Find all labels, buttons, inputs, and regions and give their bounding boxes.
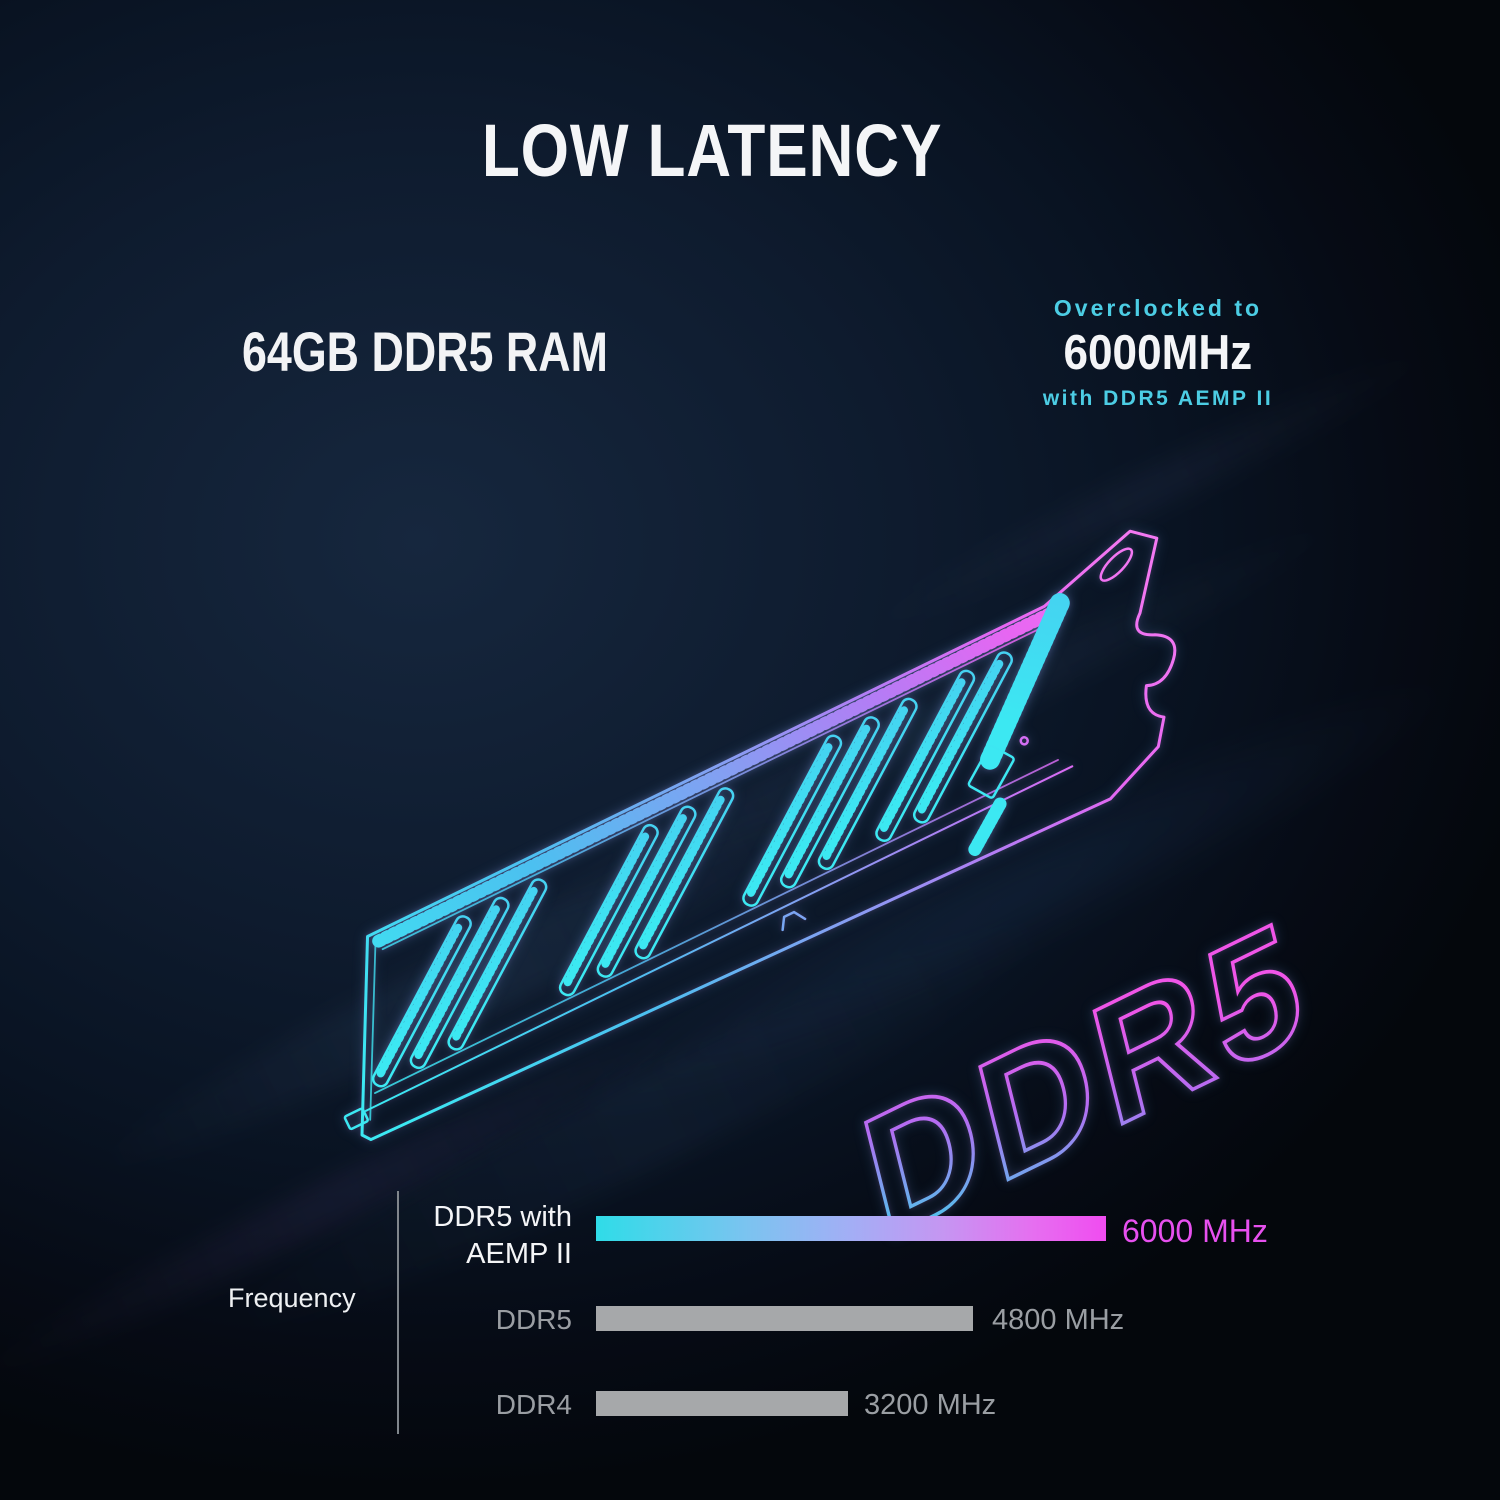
- chart-divider-line: [397, 1191, 399, 1434]
- chart-value-ddr5: 4800 MHz: [992, 1304, 1125, 1336]
- overclock-prefix: Overclocked to: [1053, 295, 1263, 321]
- chart-row-label-ddr5: DDR5: [495, 1304, 572, 1335]
- ram-right-end-details: [967, 547, 1134, 856]
- overclock-block: Overclocked to 6000MHz with DDR5 AEMP II: [958, 295, 1358, 410]
- page-title: LOW LATENCY: [481, 109, 943, 192]
- chart-row-label-ddr5-aemp: DDR5 with AEMP II: [433, 1201, 572, 1270]
- overclock-suffix: with DDR5 AEMP II: [1042, 387, 1274, 410]
- overclock-value: 6000MHz: [1063, 326, 1253, 380]
- chart-value-ddr4: 3200 MHz: [864, 1389, 997, 1421]
- chart-row-label-ddr4: DDR4: [495, 1389, 572, 1420]
- chart-axis-label: Frequency: [228, 1283, 356, 1313]
- ram-left-clip: [343, 1107, 369, 1131]
- chart-bar-ddr5-aemp: [596, 1216, 1106, 1241]
- ram-top-comb: [372, 607, 1055, 948]
- ram-heatsink-slats: [322, 646, 1063, 1092]
- ram-pin-rail: [343, 623, 1074, 1131]
- chart-bar-ddr4: [596, 1391, 848, 1416]
- chart-value-ddr5-aemp: 6000 MHz: [1122, 1213, 1268, 1249]
- ram-mount-hole: [1099, 547, 1134, 582]
- ram-board-outline: [360, 529, 1177, 1142]
- ram-capacity-heading: 64GB DDR5 RAM: [242, 320, 608, 383]
- chart-bar-ddr5: [596, 1306, 973, 1331]
